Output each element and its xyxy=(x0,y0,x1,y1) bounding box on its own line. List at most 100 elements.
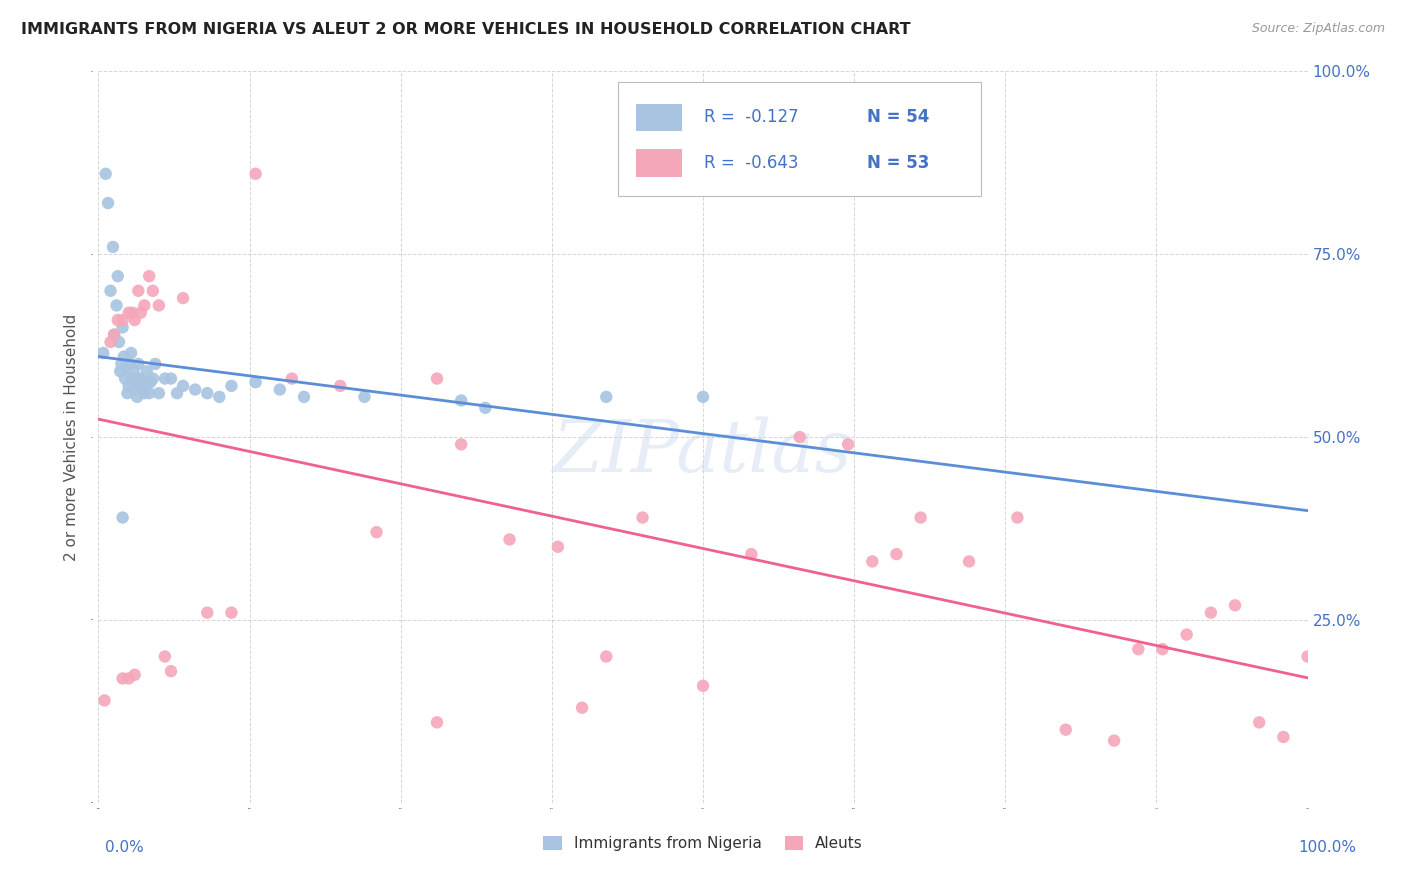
Point xyxy=(208,390,231,404)
Point xyxy=(142,284,165,298)
Text: N = 53: N = 53 xyxy=(868,153,929,172)
Point xyxy=(128,371,150,385)
Point xyxy=(107,313,129,327)
Point xyxy=(1296,649,1319,664)
Point xyxy=(1128,642,1150,657)
Point xyxy=(1199,606,1222,620)
Point xyxy=(120,346,142,360)
Point xyxy=(91,346,114,360)
Point xyxy=(1223,599,1246,613)
Point xyxy=(115,360,138,375)
Point xyxy=(135,379,157,393)
Point xyxy=(132,376,155,390)
Point xyxy=(1249,715,1271,730)
Point xyxy=(129,383,152,397)
Text: R =  -0.127: R = -0.127 xyxy=(704,109,799,127)
Point xyxy=(957,554,980,568)
Point xyxy=(118,306,141,320)
Point xyxy=(103,327,125,342)
Point xyxy=(103,327,125,342)
Point xyxy=(111,510,134,524)
Point xyxy=(886,547,908,561)
Point xyxy=(184,383,207,397)
Point xyxy=(117,386,139,401)
Point xyxy=(125,371,148,385)
Point xyxy=(134,298,156,312)
Point xyxy=(450,437,472,451)
Legend: Immigrants from Nigeria, Aleuts: Immigrants from Nigeria, Aleuts xyxy=(537,830,869,857)
Point xyxy=(269,383,291,397)
Point xyxy=(118,357,141,371)
Point xyxy=(97,196,120,211)
Point xyxy=(127,357,149,371)
Point xyxy=(474,401,496,415)
Point xyxy=(124,313,146,327)
Point xyxy=(118,672,141,686)
Point xyxy=(114,371,136,385)
Point xyxy=(172,379,194,393)
Point xyxy=(101,240,124,254)
Point xyxy=(498,533,520,547)
Point xyxy=(1272,730,1295,744)
Point xyxy=(245,167,267,181)
Point xyxy=(595,649,617,664)
Point xyxy=(105,298,128,312)
Text: N = 54: N = 54 xyxy=(868,109,929,127)
Point xyxy=(100,284,122,298)
Point xyxy=(172,291,194,305)
Point xyxy=(148,386,170,401)
Point xyxy=(160,664,183,678)
FancyBboxPatch shape xyxy=(619,82,981,195)
Point xyxy=(138,269,160,284)
Point xyxy=(631,510,654,524)
Point xyxy=(860,554,883,568)
Point xyxy=(153,371,176,385)
Text: 100.0%: 100.0% xyxy=(1299,840,1357,855)
Point xyxy=(366,525,388,540)
FancyBboxPatch shape xyxy=(637,149,682,177)
Point xyxy=(110,357,132,371)
Point xyxy=(221,606,243,620)
Point xyxy=(547,540,569,554)
Point xyxy=(93,693,115,707)
Text: IMMIGRANTS FROM NIGERIA VS ALEUT 2 OR MORE VEHICLES IN HOUSEHOLD CORRELATION CHA: IMMIGRANTS FROM NIGERIA VS ALEUT 2 OR MO… xyxy=(21,22,911,37)
Point xyxy=(135,364,157,378)
Point xyxy=(426,715,449,730)
Point xyxy=(124,383,146,397)
Y-axis label: 2 or more Vehicles in Household: 2 or more Vehicles in Household xyxy=(65,313,79,561)
Point xyxy=(138,386,160,401)
Text: ZIPatlas: ZIPatlas xyxy=(553,417,853,487)
Point xyxy=(571,700,593,714)
Point xyxy=(112,350,135,364)
Point xyxy=(131,379,153,393)
Point xyxy=(166,386,188,401)
Point xyxy=(108,364,131,378)
Point xyxy=(94,167,117,181)
Point xyxy=(121,306,143,320)
Text: Source: ZipAtlas.com: Source: ZipAtlas.com xyxy=(1251,22,1385,36)
Point xyxy=(245,376,267,390)
Point xyxy=(148,298,170,312)
Point xyxy=(692,679,714,693)
Point xyxy=(353,390,375,404)
Point xyxy=(122,364,145,378)
Point xyxy=(1152,642,1174,657)
Point xyxy=(100,334,122,349)
Point xyxy=(127,390,149,404)
Point xyxy=(1102,733,1125,747)
Point xyxy=(426,371,449,385)
Point xyxy=(837,437,859,451)
Point xyxy=(692,390,714,404)
Point xyxy=(111,313,134,327)
Text: R =  -0.643: R = -0.643 xyxy=(704,153,799,172)
Point xyxy=(142,371,165,385)
Point xyxy=(124,667,146,681)
Point xyxy=(1007,510,1029,524)
Point xyxy=(129,306,152,320)
Point xyxy=(292,390,315,404)
Point xyxy=(134,386,156,401)
Point xyxy=(118,379,141,393)
Text: 0.0%: 0.0% xyxy=(105,840,145,855)
Point xyxy=(121,371,143,385)
Point xyxy=(195,386,218,401)
